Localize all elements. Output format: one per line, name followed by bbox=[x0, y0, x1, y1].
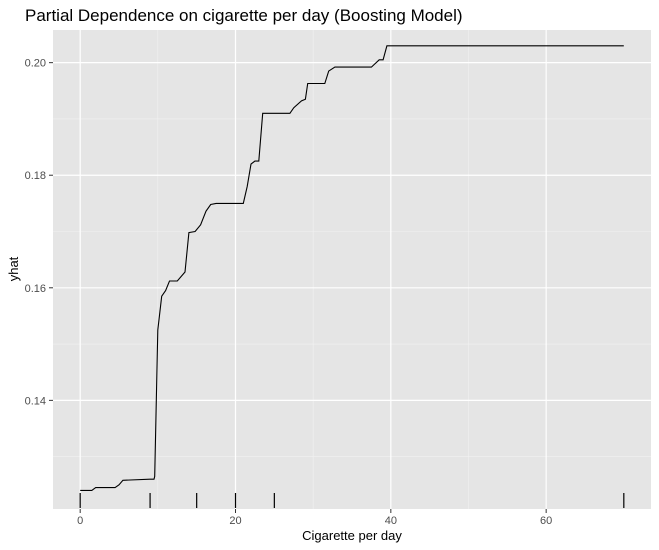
minor-gridlines bbox=[53, 30, 651, 509]
x-tick-label: 0 bbox=[77, 515, 83, 527]
x-tick-label: 20 bbox=[229, 515, 241, 527]
partial-dependence-line bbox=[80, 45, 624, 491]
major-gridlines bbox=[53, 30, 651, 509]
y-axis-ticks: 0.14 0.16 0.18 0.20 bbox=[25, 58, 53, 407]
y-axis-title: yhat bbox=[6, 256, 21, 281]
plot-panel bbox=[53, 30, 651, 509]
y-tick-label: 0.14 bbox=[25, 395, 46, 407]
y-tick-label: 0.20 bbox=[25, 58, 46, 70]
y-tick-label: 0.18 bbox=[25, 170, 46, 182]
x-axis-title: Cigarette per day bbox=[302, 528, 402, 543]
x-axis-ticks: 0 20 40 60 bbox=[77, 509, 552, 527]
y-tick-label: 0.16 bbox=[25, 283, 46, 295]
chart-title: Partial Dependence on cigarette per day … bbox=[25, 6, 463, 25]
x-tick-label: 40 bbox=[385, 515, 397, 527]
rug-marks bbox=[79, 493, 625, 508]
x-tick-label: 60 bbox=[540, 515, 552, 527]
